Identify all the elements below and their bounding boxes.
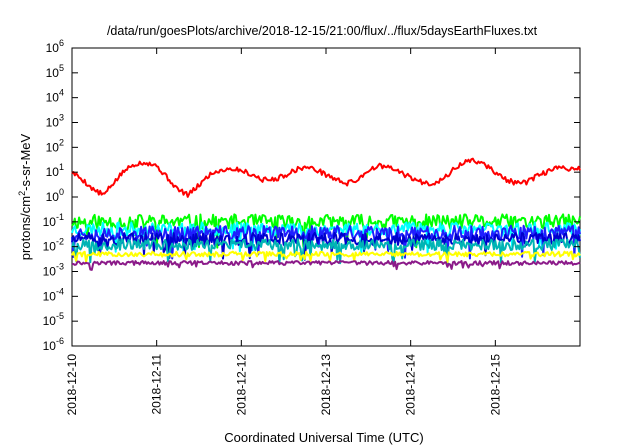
y-tick-label: 10-1 bbox=[43, 212, 64, 229]
x-tick-label: 2018-12-13 bbox=[319, 354, 333, 416]
x-tick-label: 2018-12-14 bbox=[404, 354, 418, 416]
series-line-4 bbox=[71, 224, 581, 260]
y-tick-label: 10-6 bbox=[43, 336, 64, 353]
y-tick-label: 10-5 bbox=[43, 311, 64, 328]
x-tick-label: 2018-12-12 bbox=[234, 354, 248, 416]
x-tick-label: 2018-12-10 bbox=[65, 354, 79, 416]
x-tick-label: 2018-12-11 bbox=[150, 354, 164, 415]
y-tick-label: 104 bbox=[46, 88, 64, 105]
series-line-7 bbox=[71, 250, 581, 264]
x-axis-label: Coordinated Universal Time (UTC) bbox=[224, 430, 423, 445]
y-tick-label: 10-4 bbox=[43, 286, 64, 303]
y-tick-label: 10-3 bbox=[43, 262, 64, 279]
y-axis-label: protons/cm2-s-sr-MeV bbox=[17, 133, 33, 260]
chart-title: /data/run/goesPlots/archive/2018-12-15/2… bbox=[107, 24, 538, 38]
series-line-8 bbox=[71, 260, 581, 271]
x-axis: 2018-12-10 2018-12-11 2018-12-12 2018-12-13… bbox=[65, 48, 502, 415]
series-line-1 bbox=[71, 157, 581, 198]
y-tick-label: 101 bbox=[46, 162, 64, 179]
x-tick-label: 2018-12-15 bbox=[488, 354, 502, 416]
series-layer bbox=[71, 157, 581, 271]
plot-area bbox=[71, 47, 581, 347]
y-tick-label: 105 bbox=[46, 63, 64, 80]
y-tick-label: 102 bbox=[46, 137, 64, 154]
y-axis: 10-6 10-5 10-4 10-3 10-2 10-1 100 101 102 103 104 1… bbox=[43, 38, 580, 353]
series-line-6 bbox=[71, 238, 581, 265]
series-line-5 bbox=[71, 232, 581, 261]
y-tick-label: 100 bbox=[46, 187, 64, 204]
y-tick-label: 10-2 bbox=[43, 237, 64, 254]
y-tick-label: 106 bbox=[46, 38, 64, 55]
y-tick-label: 103 bbox=[46, 113, 64, 130]
